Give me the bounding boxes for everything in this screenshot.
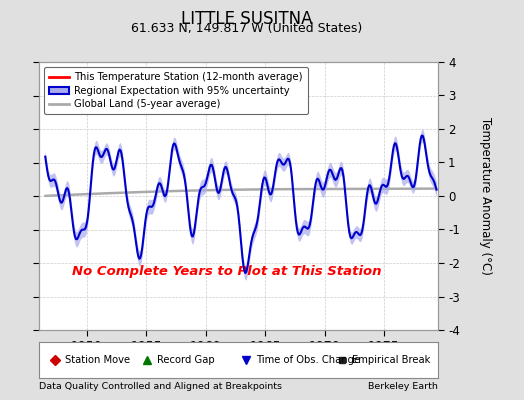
Text: Data Quality Controlled and Aligned at Breakpoints: Data Quality Controlled and Aligned at B… (39, 382, 282, 391)
Text: 61.633 N, 149.817 W (United States): 61.633 N, 149.817 W (United States) (130, 22, 362, 35)
Text: Empirical Break: Empirical Break (352, 355, 430, 365)
Text: Berkeley Earth: Berkeley Earth (368, 382, 438, 391)
Text: LITTLE SUSITNA: LITTLE SUSITNA (181, 10, 312, 28)
Y-axis label: Temperature Anomaly (°C): Temperature Anomaly (°C) (479, 117, 492, 275)
Text: No Complete Years to Plot at This Station: No Complete Years to Plot at This Statio… (72, 264, 381, 278)
Text: Station Move: Station Move (65, 355, 130, 365)
Text: Time of Obs. Change: Time of Obs. Change (256, 355, 361, 365)
Legend: This Temperature Station (12-month average), Regional Expectation with 95% uncer: This Temperature Station (12-month avera… (45, 67, 308, 114)
Text: Record Gap: Record Gap (157, 355, 214, 365)
